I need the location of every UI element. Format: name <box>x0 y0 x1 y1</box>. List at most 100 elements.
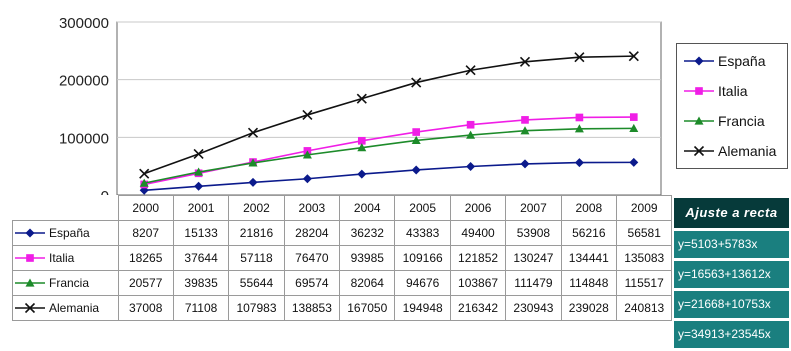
legend-marker <box>694 56 704 66</box>
x-tick-label: 2000 <box>117 195 174 221</box>
data-point <box>411 77 422 88</box>
x-tick-label: 2003 <box>283 195 341 221</box>
x-tick-label: 2006 <box>449 195 507 221</box>
data-point <box>139 168 150 179</box>
data-point <box>521 116 529 124</box>
table-cell: 114848 <box>560 270 618 296</box>
table-row: España 8207 15133 21816 28204 36232 43383 49400… <box>12 220 673 246</box>
data-point <box>411 165 421 175</box>
fit-panel-title: Ajuste a recta <box>674 198 789 228</box>
data-point <box>412 128 421 136</box>
table-cell: 239028 <box>560 295 618 321</box>
legend-label: Francia <box>718 113 765 129</box>
data-table: 2000 2001 2002 2003 2004 2005 2006 2007 2008 2009… <box>12 195 673 321</box>
table-cell: 49400 <box>449 220 507 246</box>
data-point <box>574 52 585 63</box>
table-series-swatch <box>15 228 45 238</box>
table-series-label: Italia <box>12 245 119 271</box>
table-corner <box>13 196 119 221</box>
table-cell: 94676 <box>394 270 451 296</box>
table-cell: 71108 <box>172 295 230 321</box>
table-series-marker <box>26 254 34 263</box>
table-series-label: Francia <box>12 270 119 296</box>
data-point <box>357 169 367 179</box>
table-cell: 56581 <box>616 220 673 246</box>
fit-row-alemania: y=34913+23545x <box>674 321 789 348</box>
x-tick-label: 2001 <box>172 195 230 221</box>
data-point <box>194 181 204 191</box>
table-cell: 18265 <box>117 245 174 271</box>
table-series-label: España <box>12 220 119 246</box>
table-cell: 240813 <box>616 295 673 321</box>
data-point <box>411 135 421 145</box>
table-cell: 121852 <box>449 245 507 271</box>
data-point <box>574 158 584 168</box>
table-cell: 230943 <box>505 295 562 321</box>
data-point <box>302 109 313 120</box>
legend-swatch <box>684 116 714 125</box>
x-tick-label: 2009 <box>616 195 673 221</box>
table-cell: 194948 <box>394 295 451 321</box>
table-cell: 138853 <box>283 295 341 321</box>
data-point <box>520 159 530 169</box>
data-point <box>193 148 204 160</box>
series-line <box>144 161 634 192</box>
table-row: Alemania 37008 71108 107983 138853 167050 1949… <box>12 295 673 321</box>
data-point <box>520 126 530 135</box>
table-cell: 135083 <box>616 245 673 271</box>
x-tick-label: 2005 <box>394 195 451 221</box>
table-cell: 53908 <box>505 220 562 246</box>
data-point <box>302 174 312 184</box>
legend-item-italia: Italia <box>683 81 748 101</box>
table-cell: 107983 <box>228 295 285 321</box>
table-cell: 8207 <box>117 220 174 246</box>
legend: España Italia Francia Alemania <box>676 43 788 169</box>
data-point <box>629 123 639 132</box>
table-cell: 21816 <box>228 220 285 246</box>
y-tick-label: 0 <box>101 188 109 195</box>
x-tick-label: 2007 <box>505 195 562 221</box>
table-cell: 167050 <box>339 295 396 321</box>
legend-item-francia: Francia <box>683 111 765 131</box>
table-header-row: 2000 2001 2002 2003 2004 2005 2006 2007 2008 2009 <box>13 195 673 221</box>
data-point <box>139 178 149 187</box>
table-cell: 76470 <box>283 245 341 271</box>
legend-label: España <box>718 53 766 69</box>
fit-row-italia: y=16563+13612x <box>674 261 789 288</box>
table-series-marker <box>25 278 35 288</box>
table-cell: 115517 <box>616 270 673 296</box>
table-cell: 109166 <box>394 245 451 271</box>
legend-swatch <box>684 145 714 157</box>
table-cell: 216342 <box>449 295 507 321</box>
table-series-label: Alemania <box>12 295 119 321</box>
data-point <box>247 127 259 138</box>
data-point <box>357 136 366 145</box>
series-alemania <box>139 51 639 179</box>
data-point <box>248 177 258 187</box>
legend-item-alemania: Alemania <box>683 141 776 161</box>
series-francia <box>139 123 639 187</box>
data-point <box>575 113 584 122</box>
data-point <box>466 120 475 129</box>
table-cell: 43383 <box>394 220 451 246</box>
table-series-marker <box>25 228 35 238</box>
line-chart: 0 100000 200000 300000 <box>59 15 662 195</box>
data-point <box>357 143 367 152</box>
data-point <box>466 130 476 139</box>
series-line <box>144 127 634 184</box>
legend-item-espana: España <box>683 51 765 71</box>
table-cell: 20577 <box>117 270 174 296</box>
table-cell: 103867 <box>449 270 507 296</box>
data-point <box>629 157 639 167</box>
legend-label: Italia <box>718 83 748 99</box>
data-point <box>628 51 639 62</box>
table-row: Francia 20577 39835 55644 69574 82064 94676 103… <box>12 270 673 296</box>
legend-marker <box>693 145 705 157</box>
plot-area <box>116 21 662 195</box>
x-tick-label: 2002 <box>228 195 285 221</box>
data-point <box>519 56 531 67</box>
series-espana <box>139 157 639 195</box>
table-series-swatch <box>15 254 45 263</box>
table-cell: 37008 <box>117 295 174 321</box>
y-tick-label: 200000 <box>59 73 109 90</box>
